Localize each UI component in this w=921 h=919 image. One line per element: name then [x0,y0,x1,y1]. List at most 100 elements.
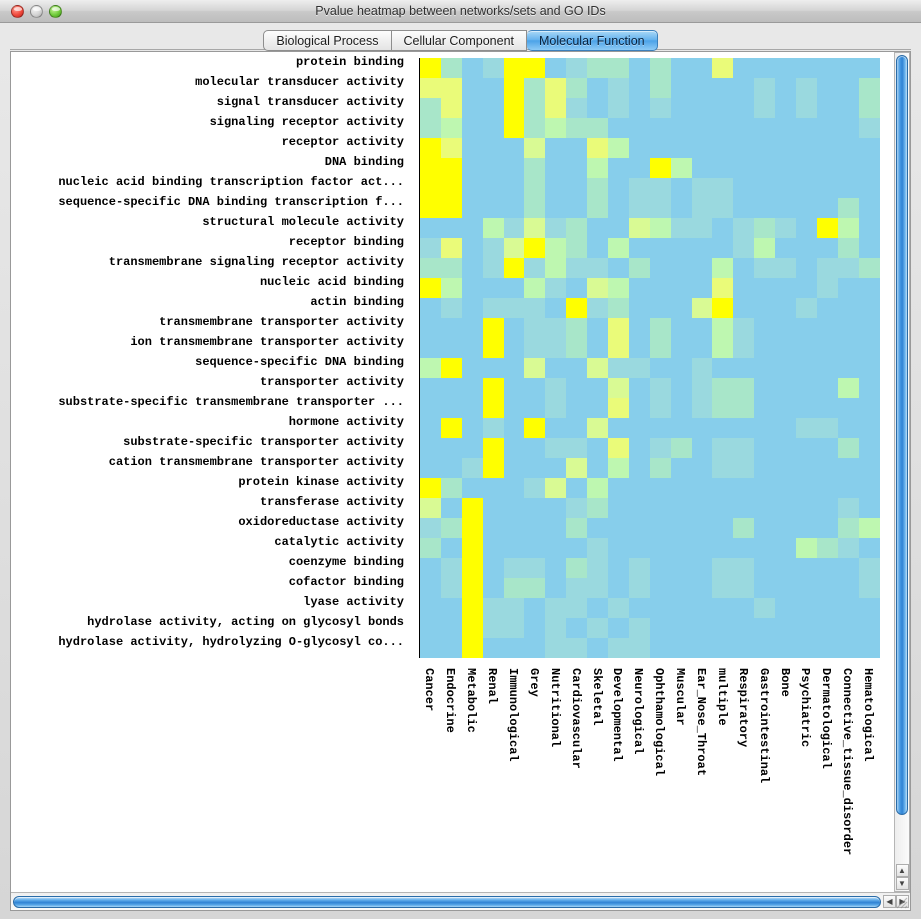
heatmap-cell[interactable] [566,178,588,198]
heatmap-cell[interactable] [461,238,483,258]
heatmap-cell[interactable] [587,178,609,198]
heatmap-cell[interactable] [816,58,838,78]
heatmap-cell[interactable] [440,338,462,358]
vertical-scrollbar[interactable]: ▲ ▼ [894,52,910,892]
heatmap-cell[interactable] [566,218,588,238]
heatmap-cell[interactable] [482,398,504,418]
heatmap-cell[interactable] [816,538,838,558]
heatmap-cell[interactable] [545,218,567,238]
heatmap-cell[interactable] [628,198,650,218]
heatmap-cell[interactable] [858,238,880,258]
heatmap-cell[interactable] [440,158,462,178]
heatmap-cell[interactable] [587,398,609,418]
heatmap-cell[interactable] [712,298,734,318]
heatmap-cell[interactable] [733,198,755,218]
heatmap-cell[interactable] [754,338,776,358]
heatmap-cell[interactable] [545,278,567,298]
heatmap-cell[interactable] [754,538,776,558]
heatmap-cell[interactable] [440,418,462,438]
heatmap-cell[interactable] [691,358,713,378]
heatmap-cell[interactable] [524,178,546,198]
heatmap-cell[interactable] [754,378,776,398]
heatmap-cell[interactable] [858,398,880,418]
heatmap-cell[interactable] [566,418,588,438]
heatmap-cell[interactable] [796,558,817,578]
heatmap-cell[interactable] [420,358,441,378]
heatmap-cell[interactable] [420,158,441,178]
heatmap-cell[interactable] [440,298,462,318]
heatmap-cell[interactable] [524,458,546,478]
heatmap-cell[interactable] [524,518,546,538]
heatmap-cell[interactable] [608,458,629,478]
heatmap-cell[interactable] [754,238,776,258]
heatmap-cell[interactable] [482,458,504,478]
heatmap-cell[interactable] [837,578,859,598]
heatmap-cell[interactable] [837,78,859,98]
heatmap-cell[interactable] [733,98,755,118]
heatmap-cell[interactable] [670,618,692,638]
heatmap-cell[interactable] [670,538,692,558]
heatmap-cell[interactable] [608,598,629,618]
heatmap-cell[interactable] [628,238,650,258]
heatmap-cell[interactable] [816,358,838,378]
heatmap-cell[interactable] [503,518,525,538]
heatmap-cell[interactable] [503,378,525,398]
heatmap-cell[interactable] [420,238,441,258]
heatmap-cell[interactable] [503,218,525,238]
heatmap-cell[interactable] [545,418,567,438]
heatmap-cell[interactable] [608,618,629,638]
heatmap-cell[interactable] [440,318,462,338]
heatmap-cell[interactable] [482,218,504,238]
heatmap-cell[interactable] [816,118,838,138]
heatmap-cell[interactable] [420,98,441,118]
heatmap-cell[interactable] [628,138,650,158]
scroll-down-icon[interactable]: ▼ [895,877,909,890]
heatmap-cell[interactable] [566,398,588,418]
heatmap-cell[interactable] [608,198,629,218]
heatmap-cell[interactable] [670,378,692,398]
heatmap-cell[interactable] [816,338,838,358]
heatmap-cell[interactable] [420,498,441,518]
heatmap-cell[interactable] [503,238,525,258]
heatmap-cell[interactable] [566,578,588,598]
heatmap-cell[interactable] [670,78,692,98]
heatmap-cell[interactable] [670,558,692,578]
heatmap-cell[interactable] [566,358,588,378]
heatmap-cell[interactable] [837,298,859,318]
heatmap-cell[interactable] [482,78,504,98]
heatmap-cell[interactable] [566,78,588,98]
heatmap-cell[interactable] [587,478,609,498]
heatmap-cell[interactable] [837,118,859,138]
heatmap-cell[interactable] [775,58,797,78]
heatmap-cell[interactable] [712,618,734,638]
heatmap-cell[interactable] [796,238,817,258]
heatmap-cell[interactable] [420,138,441,158]
heatmap-cell[interactable] [566,518,588,538]
heatmap-cell[interactable] [566,158,588,178]
heatmap-cell[interactable] [461,518,483,538]
heatmap-cell[interactable] [608,498,629,518]
heatmap-cell[interactable] [482,278,504,298]
heatmap-cell[interactable] [587,498,609,518]
heatmap-cell[interactable] [628,478,650,498]
heatmap-cell[interactable] [649,598,671,618]
heatmap-cell[interactable] [587,638,609,658]
heatmap-cell[interactable] [503,398,525,418]
heatmap-cell[interactable] [754,198,776,218]
heatmap-cell[interactable] [608,298,629,318]
heatmap-cell[interactable] [649,258,671,278]
heatmap-cell[interactable] [461,378,483,398]
heatmap-cell[interactable] [733,118,755,138]
heatmap-cell[interactable] [649,178,671,198]
heatmap-cell[interactable] [733,358,755,378]
heatmap-cell[interactable] [503,258,525,278]
heatmap-cell[interactable] [754,438,776,458]
heatmap-cell[interactable] [608,538,629,558]
heatmap-cell[interactable] [461,578,483,598]
heatmap-cell[interactable] [587,218,609,238]
heatmap-cell[interactable] [754,558,776,578]
heatmap-cell[interactable] [482,378,504,398]
heatmap-cell[interactable] [440,258,462,278]
heatmap-cell[interactable] [754,398,776,418]
heatmap-cell[interactable] [482,298,504,318]
